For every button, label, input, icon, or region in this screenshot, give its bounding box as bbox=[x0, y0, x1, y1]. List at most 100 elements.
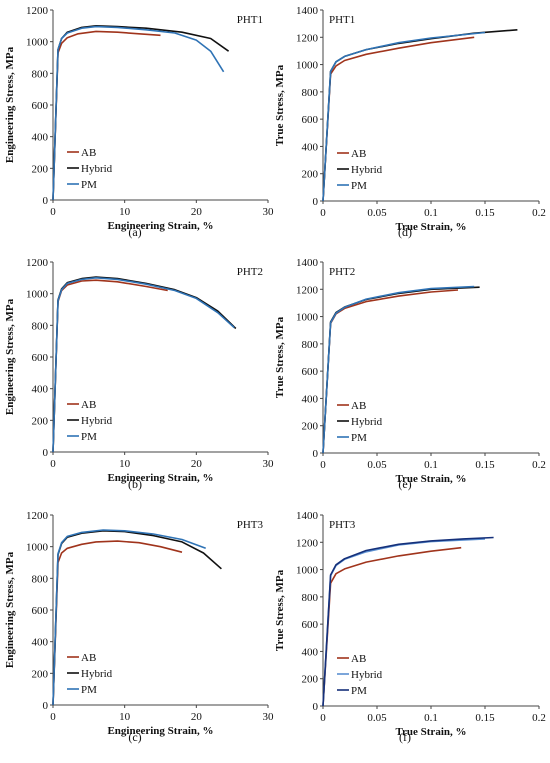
y-tick-label: 400 bbox=[302, 141, 319, 153]
x-tick-label: 0.05 bbox=[367, 712, 387, 724]
y-tick-label: 1200 bbox=[296, 32, 319, 44]
y-tick-label: 1400 bbox=[296, 5, 319, 17]
legend-label: PM bbox=[351, 685, 367, 697]
x-tick-label: 20 bbox=[191, 711, 203, 723]
y-tick-label: 1000 bbox=[26, 289, 49, 301]
y-tick-label: 0 bbox=[43, 447, 49, 459]
subfigure-label: (b) bbox=[128, 477, 142, 491]
x-tick-label: 20 bbox=[191, 206, 203, 218]
x-tick-label: 30 bbox=[263, 711, 275, 723]
y-tick-label: 1200 bbox=[296, 284, 319, 296]
legend-label: AB bbox=[351, 148, 366, 160]
series-line-hybrid bbox=[52, 529, 222, 706]
y-tick-label: 400 bbox=[32, 384, 49, 396]
x-tick-label: 0 bbox=[50, 458, 56, 470]
y-axis-title: True Stress, MPa bbox=[274, 316, 286, 398]
y-tick-label: 0 bbox=[313, 701, 319, 713]
series-line-pm bbox=[322, 285, 475, 454]
x-tick-label: 20 bbox=[191, 458, 203, 470]
y-tick-label: 600 bbox=[32, 352, 49, 364]
x-tick-label: 0.2 bbox=[532, 459, 546, 471]
x-tick-label: 10 bbox=[119, 458, 131, 470]
x-tick-label: 0.15 bbox=[475, 207, 495, 219]
subfigure-label: (c) bbox=[128, 730, 142, 744]
x-axis-title: True Strain, % bbox=[396, 473, 467, 485]
y-tick-label: 600 bbox=[32, 605, 49, 617]
y-tick-label: 1200 bbox=[26, 5, 49, 17]
y-tick-label: 600 bbox=[302, 619, 319, 631]
x-axis-title: Engineering Strain, % bbox=[107, 220, 213, 232]
y-tick-label: 1000 bbox=[26, 542, 49, 554]
chart-panel: 0 200 400 600 800 1000 1200 1400 0 0.05 0.1 0.15 0.2… bbox=[274, 257, 546, 485]
x-tick-label: 0.15 bbox=[475, 459, 495, 471]
y-tick-label: 1000 bbox=[296, 312, 319, 324]
y-tick-label: 400 bbox=[32, 637, 49, 649]
y-tick-label: 400 bbox=[302, 646, 319, 658]
subfigure-label: (a) bbox=[128, 225, 142, 239]
y-tick-label: 200 bbox=[32, 163, 49, 175]
x-tick-label: 30 bbox=[263, 458, 275, 470]
y-tick-label: 0 bbox=[313, 448, 319, 460]
x-axis-title: Engineering Strain, % bbox=[107, 725, 213, 737]
x-axis-title: Engineering Strain, % bbox=[107, 472, 213, 484]
y-tick-label: 1200 bbox=[26, 257, 49, 269]
x-tick-label: 0.15 bbox=[475, 712, 495, 724]
series-line-hybrid bbox=[322, 538, 486, 707]
y-tick-label: 0 bbox=[43, 700, 49, 712]
series-line-pm bbox=[52, 276, 235, 453]
legend-label: AB bbox=[351, 400, 366, 412]
x-tick-label: 30 bbox=[263, 206, 275, 218]
panel-title: PHT1 bbox=[329, 14, 355, 26]
y-tick-label: 800 bbox=[302, 339, 319, 351]
legend-label: Hybrid bbox=[351, 164, 383, 176]
series-line-ab bbox=[52, 30, 161, 201]
x-axis-title: True Strain, % bbox=[396, 221, 467, 233]
legend-label: Hybrid bbox=[81, 668, 113, 680]
panel-title: PHT2 bbox=[237, 266, 263, 278]
panel-title: PHT3 bbox=[237, 519, 264, 531]
legend-label: AB bbox=[351, 653, 366, 665]
x-axis-title: True Strain, % bbox=[396, 726, 467, 738]
series-line-ab bbox=[322, 546, 462, 707]
series-line-ab bbox=[52, 540, 183, 706]
panel-title: PHT1 bbox=[237, 14, 263, 26]
y-tick-label: 1400 bbox=[296, 257, 319, 269]
x-tick-label: 0 bbox=[50, 711, 56, 723]
legend-label: AB bbox=[81, 652, 96, 664]
series-line-ab bbox=[322, 289, 459, 454]
y-axis-title: True Stress, MPa bbox=[274, 569, 286, 651]
y-tick-label: 600 bbox=[32, 100, 49, 112]
series-line-hybrid bbox=[322, 286, 480, 454]
subfigure-label: (f) bbox=[399, 730, 411, 744]
x-tick-label: 0.05 bbox=[367, 459, 387, 471]
legend-label: PM bbox=[81, 179, 97, 191]
y-tick-label: 1000 bbox=[296, 60, 319, 72]
x-tick-label: 0 bbox=[320, 459, 326, 471]
y-tick-label: 400 bbox=[32, 132, 49, 144]
panel-title: PHT2 bbox=[329, 266, 355, 278]
y-tick-label: 1400 bbox=[296, 510, 319, 522]
y-tick-label: 800 bbox=[32, 320, 49, 332]
y-tick-label: 0 bbox=[313, 196, 319, 208]
legend-label: PM bbox=[81, 431, 97, 443]
legend-label: AB bbox=[81, 147, 96, 159]
y-tick-label: 800 bbox=[302, 87, 319, 99]
legend-label: PM bbox=[351, 432, 367, 444]
series-line-pm bbox=[322, 536, 494, 707]
y-tick-label: 1000 bbox=[26, 37, 49, 49]
y-tick-label: 200 bbox=[32, 668, 49, 680]
legend-label: Hybrid bbox=[81, 415, 113, 427]
y-tick-label: 200 bbox=[302, 421, 319, 433]
x-tick-label: 0.05 bbox=[367, 207, 387, 219]
y-tick-label: 600 bbox=[302, 114, 319, 126]
series-line-hybrid bbox=[52, 24, 230, 201]
chart-panel: 0 200 400 600 800 1000 1200 1400 0 0.05 0.1 0.15 0.2… bbox=[274, 5, 546, 233]
y-tick-label: 200 bbox=[302, 169, 319, 181]
y-tick-label: 200 bbox=[302, 674, 319, 686]
y-tick-label: 600 bbox=[302, 366, 319, 378]
legend-label: AB bbox=[81, 399, 96, 411]
y-tick-label: 1000 bbox=[296, 565, 319, 577]
series-line-pm bbox=[52, 25, 225, 201]
chart-panel: 0 200 400 600 800 1000 1200 0 10 20 30 Engineering … bbox=[4, 5, 275, 232]
series-line-pm bbox=[322, 31, 486, 202]
